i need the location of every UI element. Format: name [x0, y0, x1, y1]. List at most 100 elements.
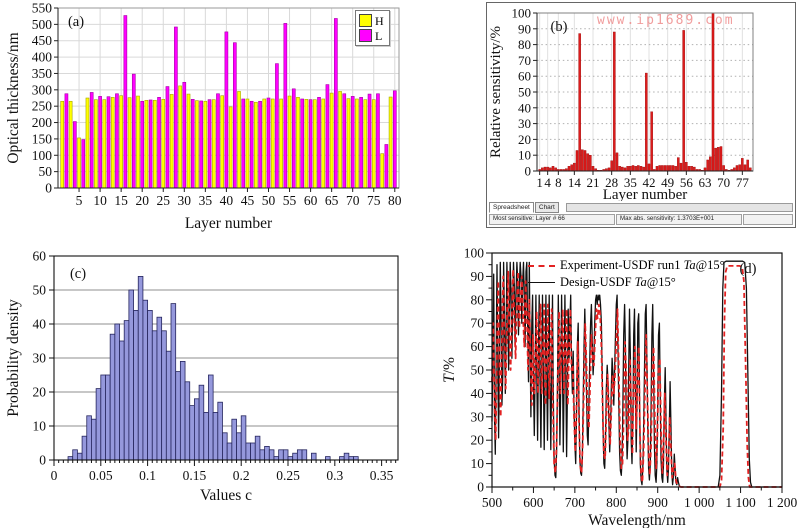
- svg-text:5: 5: [76, 193, 83, 208]
- legend-item-h: H: [359, 13, 384, 28]
- svg-text:800: 800: [606, 495, 627, 510]
- chart-d-legend: Experiment-USDF run1 Ta@15° Design-USDF …: [528, 257, 725, 291]
- svg-text:Probability density: Probability density: [5, 299, 22, 417]
- svg-text:0.2: 0.2: [233, 468, 250, 483]
- svg-text:60: 60: [304, 193, 318, 208]
- svg-text:150: 150: [32, 131, 53, 146]
- svg-text:(c): (c): [70, 266, 86, 282]
- svg-text:0.25: 0.25: [276, 468, 300, 483]
- svg-text:20: 20: [33, 385, 47, 400]
- svg-text:80: 80: [471, 292, 485, 307]
- svg-text:0.3: 0.3: [326, 468, 343, 483]
- svg-text:65: 65: [325, 193, 339, 208]
- svg-text:45: 45: [241, 193, 255, 208]
- svg-text:Values c: Values c: [200, 487, 252, 504]
- legend-swatch-h: [359, 14, 372, 27]
- svg-text:4: 4: [544, 175, 551, 190]
- svg-text:35: 35: [624, 175, 637, 190]
- svg-text:49: 49: [661, 175, 674, 190]
- svg-text:60: 60: [471, 339, 485, 354]
- svg-text:50: 50: [39, 164, 53, 179]
- panel-a: 0 50 100 150 200 250 300 350 400 450 500 550 5 10 15 20…: [4, 0, 430, 234]
- svg-text:250: 250: [32, 99, 53, 114]
- tab-chart[interactable]: Chart: [534, 202, 559, 213]
- svg-text:1 000: 1 000: [684, 495, 715, 510]
- svg-text:550: 550: [32, 1, 53, 16]
- svg-text:1 200: 1 200: [767, 495, 798, 510]
- svg-text:100: 100: [464, 246, 485, 261]
- panel-d: 0 10 20 30 40 50 60 70 80 90 100 500 600 700 800 900 1 0…: [440, 237, 798, 528]
- status-max-sensitivity: Max abs. sensitivity: 1.3703E+001: [616, 214, 742, 225]
- tab-spreadsheet[interactable]: Spreadsheet: [489, 202, 534, 213]
- tab-bar: Spreadsheet Chart: [487, 201, 795, 213]
- svg-text:90: 90: [518, 21, 531, 36]
- svg-text:35: 35: [199, 193, 213, 208]
- svg-text:50: 50: [262, 193, 276, 208]
- svg-text:Optical thickness/nm: Optical thickness/nm: [5, 32, 22, 163]
- legend-item-design: Design-USDF Ta@15°: [528, 274, 725, 291]
- svg-text:40: 40: [220, 193, 234, 208]
- watermark: www.ip1689.com: [597, 13, 735, 28]
- svg-text:500: 500: [32, 17, 53, 32]
- svg-text:500: 500: [482, 495, 503, 510]
- chart-c-canvas: 0 10 20 30 40 50 60 0 0.05 0.1 0.15 0.2 0.25 0.3 0.35 (…: [5, 249, 399, 504]
- status-empty: [743, 214, 793, 225]
- status-bar: Most sensitive: Layer # 66 Max abs. sens…: [487, 213, 795, 226]
- svg-text:900: 900: [648, 495, 669, 510]
- svg-text:70: 70: [346, 193, 360, 208]
- svg-text:0: 0: [477, 480, 484, 495]
- svg-text:50: 50: [518, 85, 531, 100]
- svg-text:42: 42: [643, 175, 656, 190]
- svg-text:40: 40: [33, 317, 47, 332]
- svg-text:0: 0: [39, 453, 46, 468]
- legend-label-h: H: [375, 13, 384, 28]
- chart-b-wrap: 0 10 20 30 40 50 60 70 80 90 100 1 4 8 14 21 28 35 42 49 56 6…: [487, 3, 795, 203]
- svg-text:1: 1: [536, 175, 543, 190]
- legend-line-experiment: [528, 264, 555, 267]
- svg-text:90: 90: [471, 269, 485, 284]
- svg-text:10: 10: [518, 148, 531, 163]
- svg-text:80: 80: [388, 193, 402, 208]
- svg-text:T/%: T/%: [441, 357, 458, 383]
- svg-text:20: 20: [471, 433, 485, 448]
- panel-c: 0 10 20 30 40 50 60 0 0.05 0.1 0.15 0.2 0.25 0.3 0.35 (…: [4, 242, 420, 528]
- svg-text:30: 30: [178, 193, 192, 208]
- svg-text:56: 56: [680, 175, 694, 190]
- svg-text:10: 10: [471, 456, 485, 471]
- svg-text:Wavelength/nm: Wavelength/nm: [588, 512, 686, 528]
- svg-text:0: 0: [45, 181, 52, 196]
- svg-text:0.05: 0.05: [89, 468, 113, 483]
- svg-text:300: 300: [32, 82, 53, 97]
- svg-text:(d): (d): [740, 261, 757, 277]
- svg-text:60: 60: [518, 69, 531, 84]
- svg-text:0.15: 0.15: [183, 468, 207, 483]
- svg-text:60: 60: [33, 249, 47, 264]
- svg-text:0.35: 0.35: [370, 468, 394, 483]
- legend-label-experiment: Experiment-USDF run1 Ta@15°: [560, 258, 725, 272]
- svg-text:1 100: 1 100: [725, 495, 756, 510]
- svg-text:0: 0: [525, 164, 532, 179]
- svg-text:10: 10: [93, 193, 107, 208]
- svg-text:77: 77: [736, 175, 750, 190]
- legend-line-design: [528, 282, 555, 283]
- svg-text:8: 8: [555, 175, 562, 190]
- svg-text:700: 700: [565, 495, 586, 510]
- svg-text:0: 0: [51, 468, 58, 483]
- legend-label-l: L: [375, 28, 383, 43]
- legend-item-experiment: Experiment-USDF run1 Ta@15°: [528, 257, 725, 274]
- svg-text:21: 21: [587, 175, 600, 190]
- svg-text:28: 28: [605, 175, 618, 190]
- svg-text:15: 15: [114, 193, 128, 208]
- svg-text:70: 70: [717, 175, 730, 190]
- horizontal-scrollbar[interactable]: [565, 203, 793, 212]
- svg-text:30: 30: [471, 409, 485, 424]
- svg-text:70: 70: [471, 316, 485, 331]
- svg-text:20: 20: [135, 193, 149, 208]
- chart-d-canvas: 0 10 20 30 40 50 60 70 80 90 100 500 600 700 800 900 1 0…: [441, 246, 798, 528]
- svg-text:55: 55: [283, 193, 297, 208]
- svg-text:(b): (b): [551, 19, 568, 35]
- legend-swatch-l: [359, 29, 372, 42]
- svg-text:350: 350: [32, 66, 53, 81]
- svg-text:40: 40: [518, 100, 531, 115]
